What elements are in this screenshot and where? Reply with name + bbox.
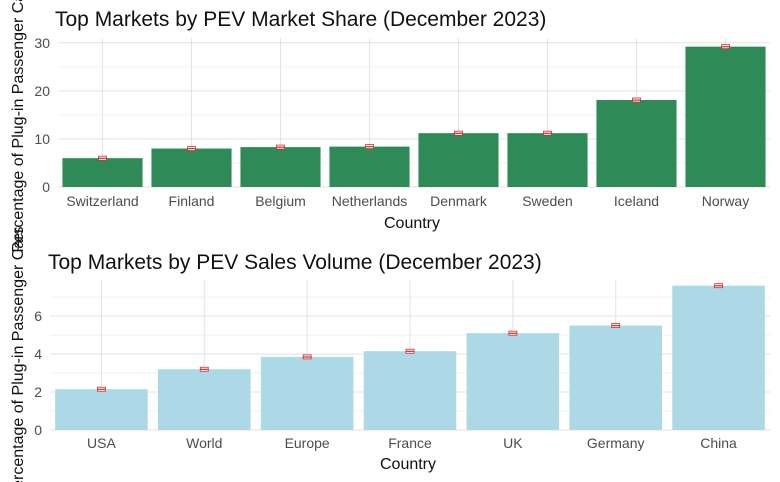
x-tick-label: Germany: [587, 435, 645, 451]
x-tick-label: France: [388, 435, 432, 451]
x-tick-label: Finland: [169, 193, 215, 209]
x-tick-label: Belgium: [255, 193, 306, 209]
bar-europe: [260, 356, 354, 430]
y-tick-label: 6: [34, 308, 42, 324]
flag-icon: [302, 354, 312, 360]
flag-icon: [632, 97, 641, 103]
y-tick-label: 30: [34, 35, 50, 51]
y-tick-label: 0: [42, 179, 50, 195]
x-ticks-sales-volume: USA World Europe France UK Germany China: [87, 435, 737, 451]
bar-sweden: [507, 133, 588, 187]
x-tick-label: UK: [503, 435, 523, 451]
x-ticks-market-share: Switzerland Finland Belgium Netherlands Denm…: [66, 193, 749, 209]
bar-switzerland: [62, 158, 143, 187]
flag-icon: [187, 146, 196, 151]
flag-icon: [276, 144, 285, 150]
flag-icon: [405, 348, 415, 354]
bar-finland: [151, 148, 232, 187]
y-ticks-market-share: 0 10 20 30: [34, 35, 50, 195]
x-tick-label: Norway: [702, 193, 749, 209]
bar-norway: [685, 46, 766, 187]
bar-netherlands: [329, 146, 410, 187]
chart-title-market-share: Top Markets by PEV Market Share (Decembe…: [55, 8, 546, 31]
y-tick-label: 2: [34, 384, 42, 400]
flag-icon: [543, 130, 552, 136]
x-tick-label: China: [700, 435, 737, 451]
flag-icon: [365, 144, 374, 150]
x-tick-label: USA: [87, 435, 116, 451]
bar-iceland: [596, 100, 677, 187]
bar-germany: [569, 325, 662, 430]
y-tick-label: 0: [34, 422, 42, 438]
y-tick-label: 10: [34, 131, 50, 147]
flag-icon: [199, 366, 209, 372]
bar-world: [158, 369, 251, 430]
x-axis-title-sales-volume: Country: [380, 456, 436, 473]
x-tick-label: World: [186, 435, 222, 451]
y-tick-label: 20: [34, 83, 50, 99]
x-tick-label: Denmark: [430, 193, 488, 209]
y-axis-title-sales-volume: Percentage of Plug-in Passenger Cars: [10, 226, 27, 482]
bar-belgium: [240, 147, 321, 187]
market-share-chart: Top Markets by PEV Market Share (Decembe…: [10, 0, 770, 253]
flag-icon: [508, 330, 518, 336]
bar-usa: [55, 389, 148, 430]
y-axis-title-market-share: Percentage of Plug-in Passenger Cars: [10, 0, 27, 253]
x-tick-label: Sweden: [522, 193, 573, 209]
bar-france: [363, 351, 457, 430]
flag-icon: [611, 323, 621, 328]
x-tick-label: Iceland: [614, 193, 659, 209]
flag-icon: [97, 386, 106, 392]
y-tick-label: 4: [34, 346, 42, 362]
chart-title-sales-volume: Top Markets by PEV Sales Volume (Decembe…: [48, 251, 542, 274]
flag-icon: [454, 130, 463, 136]
sales-volume-chart: Top Markets by PEV Sales Volume (Decembe…: [10, 226, 770, 482]
y-ticks-sales-volume: 0 2 4 6: [34, 308, 42, 438]
x-tick-label: Switzerland: [66, 193, 138, 209]
flag-icon: [714, 283, 723, 289]
x-tick-label: Netherlands: [332, 193, 408, 209]
flag-icon: [98, 155, 107, 161]
bar-denmark: [418, 133, 499, 187]
flag-icon: [721, 44, 730, 50]
bars-sales-volume: [55, 283, 765, 430]
bar-uk: [466, 333, 560, 430]
x-tick-label: Europe: [285, 435, 330, 451]
x-axis-title-market-share: Country: [384, 215, 440, 232]
bars-market-share: [62, 44, 766, 187]
bar-china: [672, 285, 765, 430]
